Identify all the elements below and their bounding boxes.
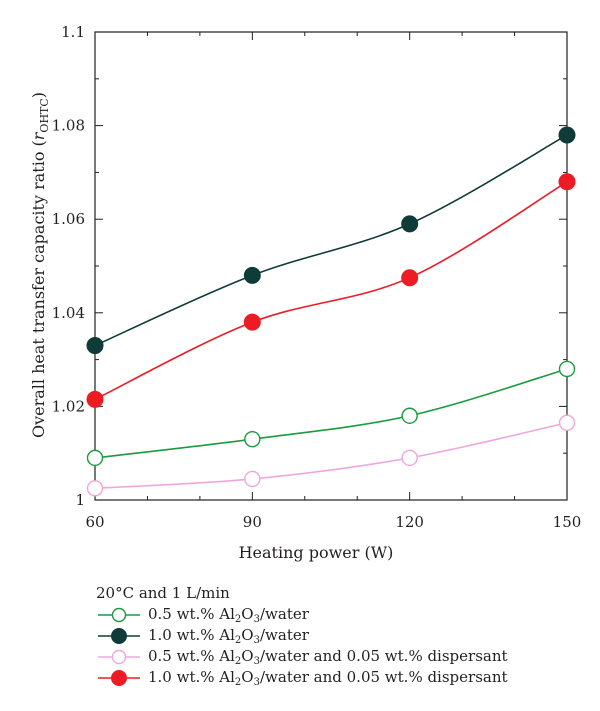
x-tick-label: 90	[243, 513, 262, 531]
data-point	[86, 337, 104, 355]
series-layer	[86, 126, 576, 497]
legend-marker	[111, 607, 127, 623]
legend-rows: 0.5 wt.% Al2O3/water 1.0 wt.% Al2O3/water…	[96, 604, 508, 688]
series-line	[94, 181, 568, 401]
data-point	[86, 390, 104, 408]
y-axis-title-italic: r	[29, 131, 48, 140]
data-point	[558, 173, 576, 191]
series-1	[86, 360, 576, 467]
legend-label: 0.5 wt.% Al2O3/water and 0.05 wt.% dispe…	[148, 647, 508, 667]
legend-marker	[111, 649, 127, 665]
legend-marker	[111, 670, 127, 686]
series-line	[94, 421, 568, 490]
legend-item: 0.5 wt.% Al2O3/water and 0.05 wt.% dispe…	[96, 646, 508, 667]
data-point	[244, 430, 261, 448]
y-axis: 1 1.02 1.04 1.06 1.08 1.1	[52, 23, 567, 509]
data-point	[244, 470, 261, 488]
legend-swatch	[98, 607, 140, 623]
legend-item: 0.5 wt.% Al2O3/water	[96, 604, 508, 625]
data-point	[558, 360, 576, 378]
y-tick-label: 1	[75, 491, 85, 509]
series-line	[94, 134, 568, 347]
x-axis-title: Heating power (W)	[239, 543, 394, 562]
y-axis-title-subscript: OHTC	[38, 98, 51, 132]
legend-item: 1.0 wt.% Al2O3/water	[96, 625, 508, 646]
series-2	[86, 126, 576, 355]
legend: 20°C and 1 L/min 0.5 wt.% Al2O3/water 1.0…	[96, 583, 508, 688]
series-4	[86, 173, 576, 408]
data-point	[86, 480, 104, 497]
data-point	[558, 126, 576, 144]
x-tick-label: 150	[553, 513, 582, 531]
legend-swatch	[98, 628, 140, 644]
legend-label: 0.5 wt.% Al2O3/water	[148, 605, 309, 625]
y-axis-title-main: Overall heat transfer capacity ratio (	[29, 140, 48, 438]
y-tick-label: 1.1	[61, 23, 85, 41]
x-axis: 60 90 120 150	[85, 32, 581, 531]
data-point	[401, 215, 419, 233]
data-point	[86, 449, 104, 467]
legend-marker	[111, 628, 127, 644]
y-axis-title-close: )	[29, 92, 48, 98]
y-axis-title: Overall heat transfer capacity ratio (rO…	[29, 92, 51, 438]
data-point	[401, 407, 418, 424]
legend-title: 20°C and 1 L/min	[96, 584, 230, 602]
y-tick-label: 1.04	[52, 304, 85, 322]
data-point	[401, 449, 418, 467]
x-tick-label: 60	[85, 513, 104, 531]
y-tick-label: 1.08	[52, 117, 85, 135]
legend-label: 1.0 wt.% Al2O3/water	[148, 626, 309, 646]
legend-label: 1.0 wt.% Al2O3/water and 0.05 wt.% dispe…	[148, 668, 508, 688]
legend-swatch	[98, 649, 140, 665]
legend-item: 1.0 wt.% Al2O3/water and 0.05 wt.% dispe…	[96, 667, 508, 688]
data-point	[401, 269, 419, 287]
x-tick-label: 120	[395, 513, 424, 531]
chart: 1 1.02 1.04 1.06 1.08 1.1 60 90 120 150 Heating …	[29, 23, 581, 562]
y-tick-label: 1.02	[52, 397, 85, 415]
legend-swatch	[98, 670, 140, 686]
data-point	[558, 414, 576, 431]
data-point	[243, 266, 261, 284]
series-line	[94, 368, 568, 459]
data-point	[243, 313, 261, 331]
series-3	[86, 414, 576, 497]
y-tick-label: 1.06	[52, 210, 85, 228]
